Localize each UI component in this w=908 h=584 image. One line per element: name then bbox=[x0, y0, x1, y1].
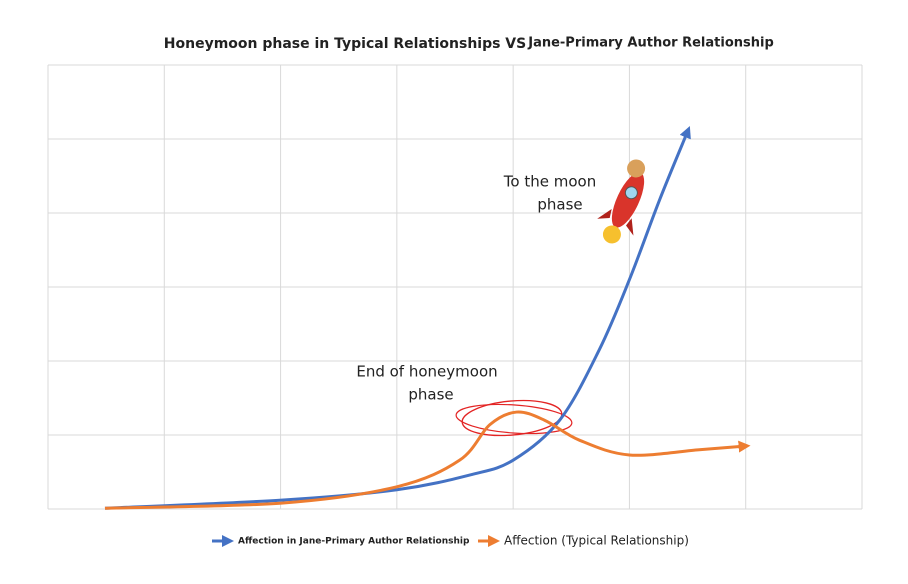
series-line bbox=[104, 410, 751, 510]
annotation: End of honeymoon bbox=[356, 363, 497, 381]
legend-label: Affection (Typical Relationship) bbox=[504, 534, 689, 548]
legend: Affection in Jane-Primary Author Relatio… bbox=[212, 534, 689, 548]
series-line bbox=[104, 126, 691, 510]
annotation: phase bbox=[408, 386, 453, 404]
annotation: phase bbox=[537, 196, 582, 214]
rocket bbox=[597, 159, 646, 244]
grid bbox=[47, 64, 863, 510]
chart-title-highlight: Jane-Primary Author Relationship bbox=[527, 36, 774, 51]
legend-label: Affection in Jane-Primary Author Relatio… bbox=[238, 537, 470, 547]
chart-title: Honeymoon phase in Typical Relationships… bbox=[164, 36, 526, 52]
annotation: To the moon bbox=[503, 173, 596, 191]
highlight-circle bbox=[455, 403, 573, 435]
